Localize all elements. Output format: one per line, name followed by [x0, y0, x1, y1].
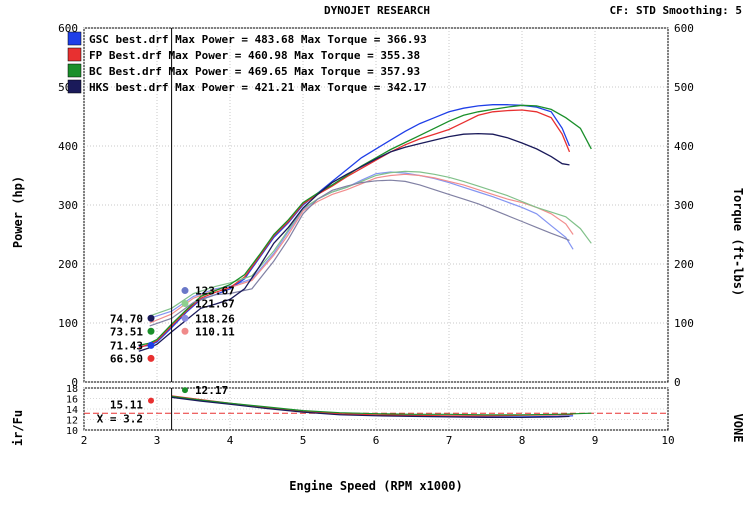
y-tick-label-right: 100	[674, 317, 694, 330]
chart-settings: CF: STD Smoothing: 5	[610, 4, 742, 17]
y-tick-label-left: 300	[58, 199, 78, 212]
y-tick-label-left: 100	[58, 317, 78, 330]
power-cursor-value: 74.70	[110, 312, 143, 325]
afr-axis-label-left: ir/Fu	[11, 410, 25, 446]
legend-entry: HKS best.drf Max Power = 421.21 Max Torq…	[89, 81, 427, 94]
torque-line	[149, 171, 574, 319]
legend-swatch	[67, 63, 82, 78]
x-tick-label: 4	[227, 434, 234, 447]
torque-cursor-marker	[181, 327, 189, 335]
legend-entry: BC Best.drf Max Power = 469.65 Max Torqu…	[89, 65, 420, 78]
x-tick-label: 8	[519, 434, 526, 447]
y-tick-label-left: 400	[58, 140, 78, 153]
afr-cursor-marker	[182, 387, 188, 394]
y-tick-label-right: 200	[674, 258, 694, 271]
afr-tick-label: 14	[66, 405, 78, 416]
series-layer	[138, 104, 592, 418]
y-tick-label-left: 0	[71, 376, 78, 389]
power-cursor-marker	[147, 341, 155, 349]
afr-tick-label: 10	[66, 426, 78, 437]
afr-tick-label: 16	[66, 395, 78, 406]
legend-swatch	[67, 79, 82, 94]
x-tick-label: 7	[446, 434, 453, 447]
torque-cursor-value: 118.26	[195, 312, 235, 325]
x-tick-label: 10	[661, 434, 674, 447]
legend-entry: GSC best.drf Max Power = 483.68 Max Torq…	[89, 33, 427, 46]
afr-axis-label-right: VONE	[731, 414, 745, 443]
y-axis-label-left: Power (hp)	[11, 176, 25, 248]
torque-cursor-marker	[181, 287, 189, 295]
afr-tick-label: 18	[66, 384, 78, 395]
y-tick-label-right: 500	[674, 81, 694, 94]
power-line	[138, 132, 570, 352]
y-axis-label-right: Torque (ft-lbs)	[731, 188, 745, 296]
x-tick-label: 5	[300, 434, 307, 447]
power-cursor-marker	[147, 314, 155, 322]
afr-cursor-value: 15.11	[110, 399, 143, 412]
afr-line	[171, 395, 592, 416]
x-axis-label: Engine Speed (RPM x1000)	[289, 479, 462, 493]
power-line	[138, 109, 571, 349]
chart-title: DYNOJET RESEARCH	[324, 4, 430, 17]
x-tick-label: 2	[81, 434, 88, 447]
y-tick-label-right: 600	[674, 22, 694, 35]
torque-cursor-value: 121.67	[195, 298, 235, 311]
afr-line	[171, 396, 570, 418]
x-tick-label: 9	[592, 434, 599, 447]
afr-cursor-value: 12.17	[195, 384, 228, 397]
power-cursor-marker	[147, 327, 155, 335]
y-tick-label-left: 200	[58, 258, 78, 271]
power-cursor-value: 73.51	[110, 325, 143, 338]
x-tick-label: 3	[154, 434, 161, 447]
torque-cursor-marker	[181, 300, 189, 308]
power-cursor-marker	[147, 354, 155, 362]
y-tick-label-right: 400	[674, 140, 694, 153]
power-cursor-value: 66.50	[110, 352, 143, 365]
cursor-x-readout: X = 3.2	[97, 412, 143, 425]
power-cursor-value: 71.43	[110, 339, 143, 352]
legend-swatch	[67, 47, 82, 62]
axis-ticks: 2345678910001001002002003003004004005005…	[58, 22, 694, 447]
y-tick-label-right: 0	[674, 376, 681, 389]
torque-cursor-marker	[181, 314, 189, 322]
legend-swatch	[67, 31, 82, 46]
torque-cursor-value: 110.11	[195, 325, 235, 338]
torque-line	[149, 170, 592, 317]
torque-line	[149, 173, 574, 324]
afr-tick-label: 12	[66, 416, 78, 427]
x-tick-label: 6	[373, 434, 380, 447]
legend-entry: FP Best.drf Max Power = 460.98 Max Torqu…	[89, 49, 420, 62]
torque-cursor-value: 123.67	[195, 285, 235, 298]
y-tick-label-right: 300	[674, 199, 694, 212]
afr-cursor-marker	[148, 397, 154, 404]
